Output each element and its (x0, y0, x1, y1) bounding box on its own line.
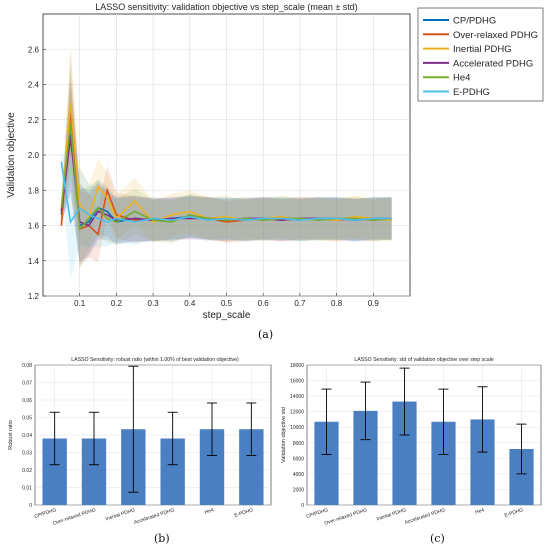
y-tick-label: 1.4 (28, 257, 40, 266)
legend-label: E-PDHG (453, 87, 490, 98)
legend-box (417, 7, 544, 102)
legend-label: Inertial PDHG (453, 44, 512, 55)
y-tick-label: 2000 (293, 487, 304, 493)
y-tick-label: 18000 (290, 363, 304, 369)
chart-c: 0 2000 4000 6000 8000 10000 12000 14000 16000 180… (281, 357, 542, 527)
x-tick-label: CP/PDHG (306, 507, 330, 520)
x-tick-label: 0.2 (111, 299, 123, 308)
chart-b: 0 0.01 0.02 0.03 0.04 0.05 0.06 0.07 0.08 CP/PDHG… (8, 357, 272, 527)
x-tick-label: Accelerated PDHG (404, 507, 446, 526)
legend: CP/PDHG Over-relaxed PDHG Inertial PDHG Acc… (417, 7, 544, 102)
y-axis-label: Validation objective std (281, 407, 287, 463)
caption-a: (a) (258, 328, 274, 341)
y-tick-label: 1.6 (28, 222, 40, 231)
x-tick-label: 0.1 (74, 299, 86, 308)
legend-label: Over-relaxed PDHG (453, 30, 538, 41)
y-tick-label: 2.4 (28, 81, 40, 90)
x-tick-label: E-PDHG (234, 507, 254, 519)
x-tick-label: Over-relaxed PDHG (324, 507, 369, 527)
std-band (61, 52, 392, 268)
y-tick-label: 14000 (290, 394, 304, 400)
y-tick-label: 0.08 (22, 363, 32, 369)
x-tick-label: 0.9 (368, 299, 380, 308)
y-tick-label: 0 (29, 503, 32, 509)
y-tick-label: 0 (301, 503, 304, 509)
y-tick-label: 0.06 (22, 398, 32, 404)
chart-title: LASSO sensitivity: validation objective … (95, 2, 358, 12)
x-tick-label: 0.7 (294, 299, 306, 308)
x-tick-label: Inertial PDHG (105, 507, 136, 522)
y-axis-label: Robust ratio (8, 420, 14, 450)
std-band (61, 45, 392, 249)
x-axis-label: step_scale (203, 310, 251, 321)
y-tick-label: 0.05 (22, 416, 32, 422)
y-tick-label: 1.2 (28, 292, 40, 301)
y-tick-label: 10000 (290, 425, 304, 431)
x-tick-label: CP/PDHG (34, 507, 58, 520)
x-tick-label: 0.3 (148, 299, 160, 308)
y-tick-label: 0.02 (22, 468, 32, 474)
caption-c: (c) (430, 532, 445, 545)
chart-a: 0.1 0.2 0.3 0.4 0.5 0.6 0.7 0.8 0.9 1.2 1.4 1.6 1.8 2… (6, 2, 544, 321)
series-line (60, 161, 392, 225)
plot-area (306, 364, 542, 506)
legend-label: CP/PDHG (453, 16, 496, 27)
legend-label: He4 (453, 73, 470, 84)
y-tick-label: 6000 (293, 456, 304, 462)
legend-label: Accelerated PDHG (453, 58, 533, 69)
x-tick-label: E-PDHG (504, 507, 524, 519)
y-tick-label: 8000 (293, 441, 304, 447)
y-axis-label: Validation objective (6, 112, 17, 198)
y-tick-label: 1.8 (28, 186, 40, 195)
y-tick-label: 12000 (290, 410, 304, 416)
std-band (61, 77, 392, 265)
x-tick-label: Inertial PDHG (376, 507, 407, 522)
series-line (60, 123, 392, 231)
chart-title: LASSO Sensitivity: std of validation obj… (354, 357, 493, 363)
x-tick-label: 0.4 (184, 299, 196, 308)
x-tick-label: He4 (204, 507, 215, 516)
y-tick-label: 2.6 (28, 45, 40, 54)
y-tick-label: 0.03 (22, 451, 32, 457)
x-tick-label: 0.5 (221, 299, 233, 308)
y-tick-label: 16000 (290, 379, 304, 385)
y-tick-label: 4000 (293, 472, 304, 478)
x-tick-label: 0.6 (258, 299, 270, 308)
caption-b: (b) (154, 532, 170, 545)
chart-title: LASSO Sensitivity: robust ratio (within … (71, 357, 239, 363)
x-tick-label: Accelerated PDHG (133, 507, 175, 526)
x-tick-label: 0.8 (331, 299, 343, 308)
x-tick-label: Over-relaxed PDHG (52, 507, 97, 527)
y-tick-label: 0.07 (22, 381, 32, 387)
y-tick-label: 2.0 (28, 151, 40, 160)
std-band (61, 66, 392, 268)
y-tick-label: 2.2 (28, 116, 40, 125)
y-tick-label: 0.04 (22, 433, 32, 439)
y-tick-label: 0.01 (22, 486, 32, 492)
x-tick-label: He4 (475, 507, 486, 516)
std-band (61, 151, 392, 279)
